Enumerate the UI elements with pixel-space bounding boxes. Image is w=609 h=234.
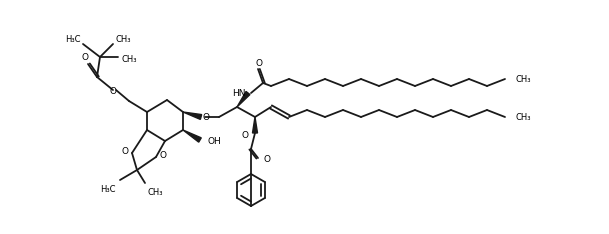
Text: O: O <box>256 58 262 67</box>
Text: O: O <box>110 87 116 95</box>
Text: CH₃: CH₃ <box>115 34 130 44</box>
Polygon shape <box>183 112 202 119</box>
Text: O: O <box>203 113 209 121</box>
Text: OH: OH <box>208 136 222 146</box>
Text: O: O <box>82 54 88 62</box>
Text: CH₃: CH₃ <box>515 74 530 84</box>
Polygon shape <box>237 91 250 107</box>
Text: CH₃: CH₃ <box>122 55 138 63</box>
Text: H₃C: H₃C <box>66 34 81 44</box>
Text: O: O <box>263 154 270 164</box>
Text: CH₃: CH₃ <box>148 188 163 197</box>
Text: O: O <box>160 150 167 160</box>
Text: O: O <box>121 146 128 156</box>
Polygon shape <box>253 117 258 133</box>
Text: HN: HN <box>233 88 246 98</box>
Polygon shape <box>183 130 201 142</box>
Text: CH₃: CH₃ <box>515 113 530 121</box>
Text: H₃C: H₃C <box>100 185 116 194</box>
Text: O: O <box>242 131 249 139</box>
